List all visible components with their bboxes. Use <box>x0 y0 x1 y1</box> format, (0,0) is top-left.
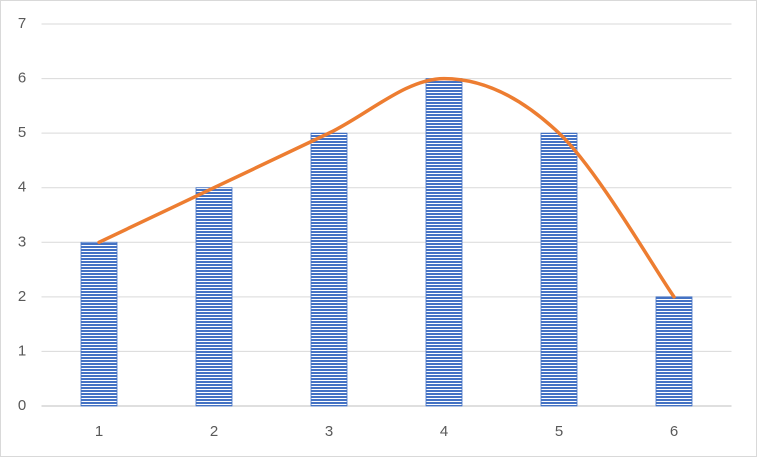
bar <box>80 241 118 407</box>
x-tick-label: 5 <box>555 423 563 440</box>
bar <box>540 132 578 407</box>
y-tick-label: 5 <box>18 124 26 141</box>
bar <box>655 296 693 407</box>
bar <box>195 187 233 407</box>
bar <box>310 132 348 407</box>
x-tick-label: 1 <box>95 423 103 440</box>
x-tick-label: 3 <box>325 423 333 440</box>
y-tick-label: 1 <box>18 342 26 359</box>
y-tick-label: 7 <box>18 15 26 32</box>
y-tick-label: 0 <box>18 397 26 414</box>
x-tick-label: 2 <box>210 423 218 440</box>
bar <box>425 78 463 407</box>
line <box>97 76 676 299</box>
y-tick-label: 2 <box>18 288 26 305</box>
y-tick-label: 6 <box>18 70 26 87</box>
x-tick-label: 4 <box>440 423 448 440</box>
x-tick-label: 6 <box>670 423 678 440</box>
y-tick-label: 3 <box>18 233 26 250</box>
y-tick-label: 4 <box>18 179 26 196</box>
